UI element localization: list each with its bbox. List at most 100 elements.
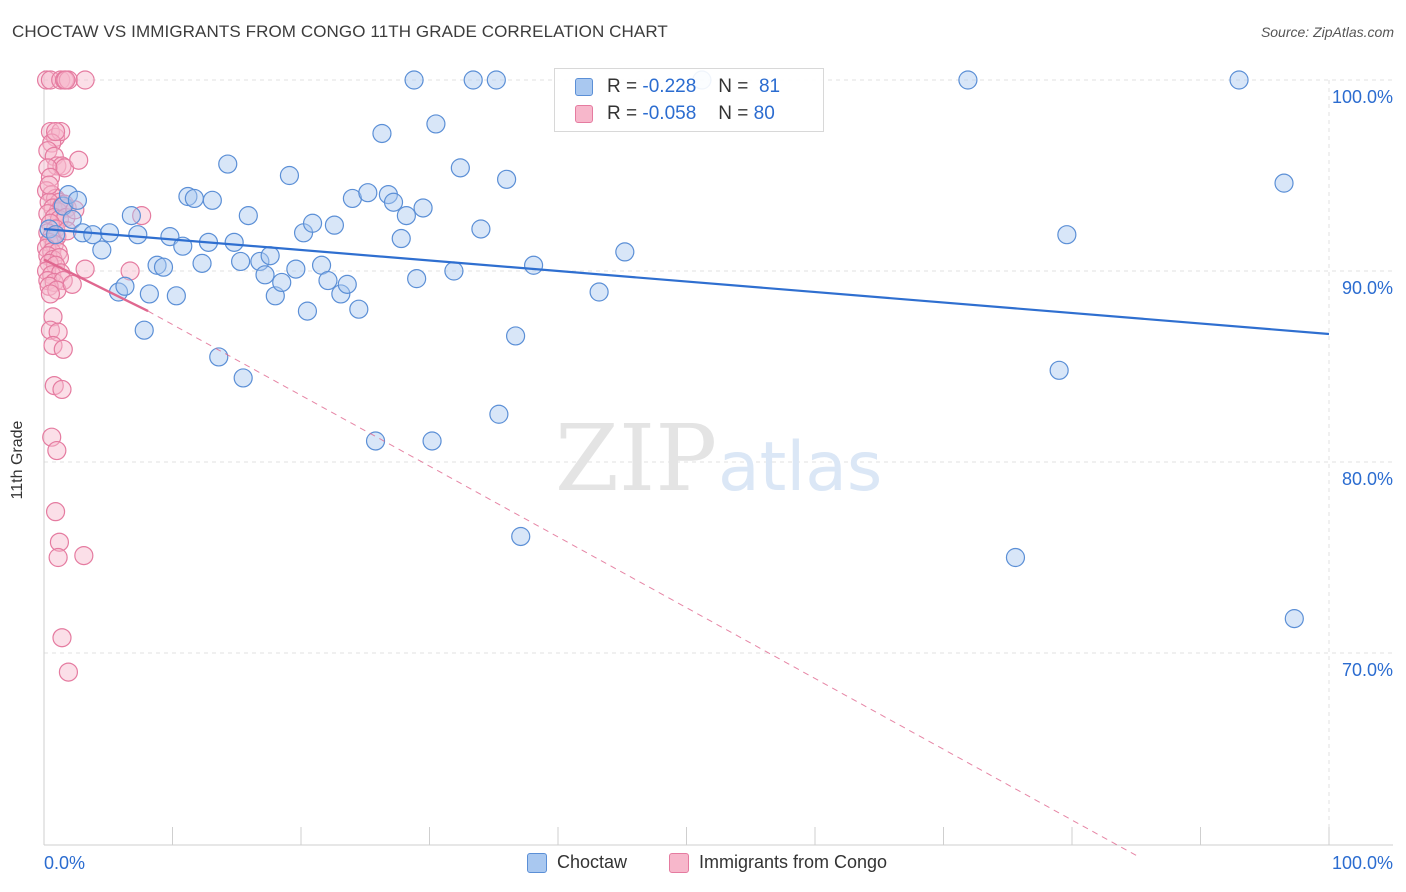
choctaw-point bbox=[233, 368, 253, 388]
choctaw-point bbox=[302, 213, 323, 233]
congo-point bbox=[120, 261, 140, 281]
choctaw-point bbox=[224, 232, 244, 252]
congo-point bbox=[45, 502, 66, 522]
congo-trend-line-dashed bbox=[147, 310, 1137, 856]
series-congo-points bbox=[36, 70, 152, 682]
legend-row-choctaw: R = -0.228 N = 81 bbox=[575, 74, 780, 100]
congo-point bbox=[75, 259, 95, 279]
choctaw-point bbox=[337, 274, 357, 294]
choctaw-point bbox=[463, 70, 483, 90]
x-tick-label-max: 100.0% bbox=[1332, 853, 1393, 873]
choctaw-point bbox=[489, 404, 509, 424]
y-tick-label: 100.0% bbox=[1332, 87, 1393, 107]
congo-point bbox=[52, 628, 72, 648]
choctaw-point bbox=[272, 272, 292, 293]
y-tick-labels: 100.0% 90.0% 80.0% 70.0% bbox=[1332, 87, 1393, 680]
choctaw-point bbox=[958, 70, 978, 90]
choctaw-point bbox=[349, 299, 369, 319]
congo-point bbox=[48, 547, 68, 568]
congo-point bbox=[132, 206, 152, 226]
choctaw-point bbox=[238, 206, 258, 226]
choctaw-point bbox=[450, 158, 470, 178]
legend-item-congo: Immigrants from Congo bbox=[669, 852, 887, 873]
choctaw-point bbox=[1284, 609, 1304, 629]
choctaw-point bbox=[1274, 173, 1294, 193]
series-legend: Choctaw Immigrants from Congo bbox=[0, 852, 1406, 878]
choctaw-legend-swatch bbox=[527, 852, 547, 873]
choctaw-point bbox=[407, 269, 427, 289]
choctaw-point bbox=[255, 265, 275, 285]
choctaw-point bbox=[62, 209, 82, 230]
choctaw-point bbox=[139, 284, 159, 304]
choctaw-point bbox=[153, 257, 174, 277]
legend-label-congo: Immigrants from Congo bbox=[699, 852, 888, 872]
congo-trend-line-solid bbox=[43, 258, 149, 313]
congo-point bbox=[69, 150, 89, 170]
choctaw-point bbox=[184, 188, 204, 209]
choctaw-trend-line bbox=[43, 227, 1330, 336]
congo-point bbox=[53, 339, 73, 359]
legend-r-value: -0.228 bbox=[642, 76, 697, 97]
legend-n-label: N = bbox=[718, 103, 749, 124]
choctaw-point bbox=[523, 255, 544, 275]
choctaw-point bbox=[615, 242, 635, 262]
congo-point bbox=[43, 335, 63, 356]
stats-legend: R = -0.228 N = 81 R = -0.058 N = 80 bbox=[554, 68, 824, 132]
choctaw-point bbox=[497, 169, 517, 189]
congo-point bbox=[40, 320, 61, 340]
y-tick-label: 90.0% bbox=[1342, 278, 1393, 298]
x-tick-label-min: 0.0% bbox=[44, 853, 85, 873]
choctaw-point bbox=[396, 206, 416, 226]
choctaw-point bbox=[218, 154, 238, 174]
choctaw-point bbox=[202, 190, 222, 210]
legend-label-choctaw: Choctaw bbox=[557, 852, 628, 872]
watermark-atlas: atlas bbox=[718, 428, 882, 507]
congo-point bbox=[47, 440, 67, 461]
legend-n-label: N = bbox=[718, 76, 749, 97]
choctaw-point bbox=[115, 276, 135, 296]
choctaw-point bbox=[589, 282, 609, 302]
choctaw-point bbox=[383, 192, 404, 212]
congo-legend-swatch bbox=[669, 852, 689, 873]
choctaw-point bbox=[231, 251, 251, 272]
legend-item-choctaw: Choctaw bbox=[527, 852, 627, 873]
choctaw-point bbox=[318, 270, 338, 291]
choctaw-point bbox=[404, 70, 424, 90]
choctaw-point bbox=[134, 320, 154, 340]
choctaw-point bbox=[160, 227, 180, 247]
congo-point bbox=[58, 662, 79, 682]
trend-lines bbox=[43, 227, 1330, 856]
congo-point bbox=[36, 238, 57, 258]
choctaw-point bbox=[426, 114, 446, 134]
y-tick-label: 70.0% bbox=[1342, 660, 1393, 680]
choctaw-point bbox=[324, 215, 345, 235]
legend-n-value: 80 bbox=[753, 103, 775, 124]
choctaw-point bbox=[1229, 70, 1249, 90]
choctaw-point bbox=[391, 228, 411, 249]
congo-swatch bbox=[575, 105, 593, 123]
congo-point bbox=[39, 175, 59, 195]
choctaw-point bbox=[166, 286, 186, 306]
choctaw-point bbox=[260, 246, 280, 266]
source-credit: Source: ZipAtlas.com bbox=[1260, 24, 1394, 40]
chart-title: CHOCTAW VS IMMIGRANTS FROM CONGO 11TH GR… bbox=[12, 22, 668, 41]
choctaw-point bbox=[372, 123, 392, 144]
choctaw-point bbox=[1049, 360, 1069, 380]
congo-point bbox=[62, 274, 82, 294]
watermark-zip: ZIP bbox=[555, 405, 717, 512]
choctaw-point bbox=[1057, 225, 1077, 245]
choctaw-point bbox=[331, 284, 351, 304]
choctaw-point bbox=[471, 219, 491, 239]
choctaw-point bbox=[413, 198, 433, 218]
choctaw-point bbox=[365, 431, 386, 451]
legend-r-value: -0.058 bbox=[642, 103, 697, 124]
choctaw-point bbox=[505, 326, 526, 346]
congo-point bbox=[56, 70, 76, 90]
y-axis-label: 11th Grade bbox=[9, 420, 26, 500]
congo-point bbox=[40, 284, 61, 304]
congo-point bbox=[45, 121, 66, 142]
legend-row-congo: R = -0.058 N = 80 bbox=[575, 101, 775, 127]
congo-point bbox=[75, 70, 95, 90]
choctaw-point bbox=[286, 259, 306, 279]
